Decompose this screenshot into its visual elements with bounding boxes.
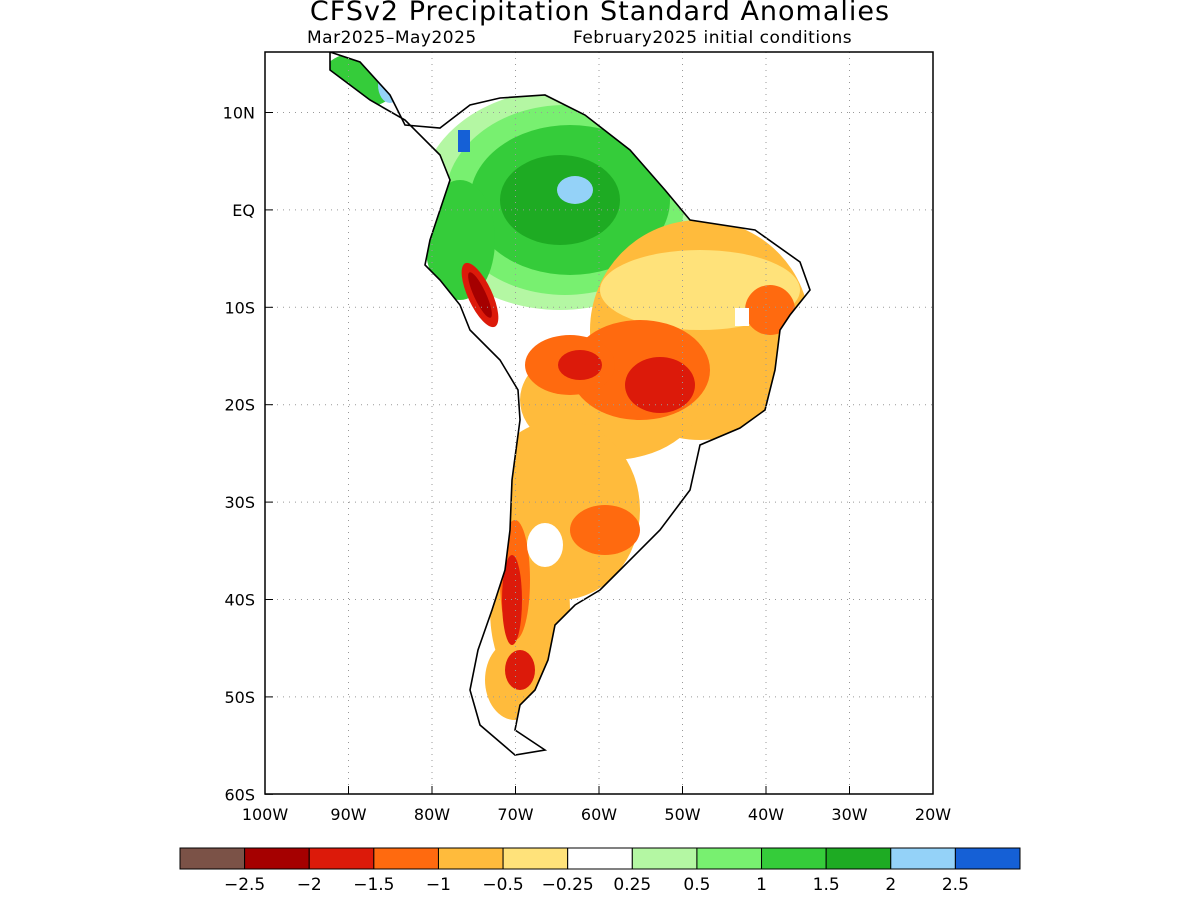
colorbar-swatch	[696, 847, 763, 870]
colorbar-swatch	[631, 847, 698, 870]
colorbar-label: 0.25	[613, 875, 651, 895]
latitude-axis: 10N EQ 10S 20S 30S 40S 50S 60S	[223, 104, 273, 804]
colorbar-label: −1	[426, 875, 451, 895]
lon-tick-label: 80W	[414, 805, 450, 824]
map-gridlines	[265, 52, 933, 794]
colorbar-label: 2	[885, 875, 896, 895]
colorbar-swatch	[179, 847, 246, 870]
lon-tick-label: 90W	[330, 805, 366, 824]
lat-tick-label: 20S	[224, 396, 255, 415]
lon-tick-label: 50W	[664, 805, 700, 824]
colorbar-swatch	[244, 847, 310, 870]
colorbar-label: 0.5	[683, 875, 710, 895]
colorbar-swatch	[502, 847, 569, 870]
lat-tick-label: 40S	[224, 591, 255, 610]
colorbar-swatch	[308, 847, 375, 870]
colorbar-swatch	[437, 847, 504, 870]
map-frame	[264, 51, 934, 795]
colorbar: −2.5 −2 −1.5 −1 −0.5 −0.25 0.25 0.5 1 1.5 2 2.5	[179, 847, 1021, 895]
colorbar-swatch	[825, 847, 892, 870]
valid-period: Mar2025–May2025	[307, 28, 477, 48]
colorbar-label: 1.5	[813, 875, 840, 895]
lon-tick-label: 40W	[748, 805, 784, 824]
lat-tick-label: 10N	[223, 104, 255, 123]
colorbar-label: −2.5	[224, 875, 265, 895]
colorbar-label: 2.5	[942, 875, 969, 895]
colorbar-label: −2	[297, 875, 322, 895]
lat-tick-label: EQ	[232, 201, 255, 220]
colorbar-label: −0.25	[542, 875, 594, 895]
coastline	[329, 52, 811, 756]
lat-tick-label: 10S	[224, 298, 255, 317]
colorbar-swatch	[890, 847, 956, 870]
initial-conditions: February2025 initial conditions	[573, 28, 853, 48]
colorbar-swatch	[373, 847, 439, 870]
map-title: CFSv2 Precipitation Standard Anomalies	[309, 0, 891, 27]
lon-tick-label: 100W	[242, 805, 289, 824]
colorbar-swatch	[761, 847, 827, 870]
longitude-axis: 100W 90W 80W 70W 60W 50W 40W 30W 20W	[242, 786, 951, 824]
lon-tick-label: 20W	[915, 805, 951, 824]
lon-tick-label: 30W	[831, 805, 867, 824]
lat-tick-label: 50S	[224, 688, 255, 707]
lat-tick-label: 30S	[224, 493, 255, 512]
colorbar-swatch	[954, 847, 1021, 870]
lon-tick-label: 60W	[581, 805, 617, 824]
colorbar-label: 1	[756, 875, 767, 895]
colorbar-label: −1.5	[353, 875, 394, 895]
colorbar-swatch	[567, 847, 633, 870]
lon-tick-label: 70W	[497, 805, 533, 824]
colorbar-label: −0.5	[482, 875, 523, 895]
lat-tick-label: 60S	[224, 785, 255, 804]
